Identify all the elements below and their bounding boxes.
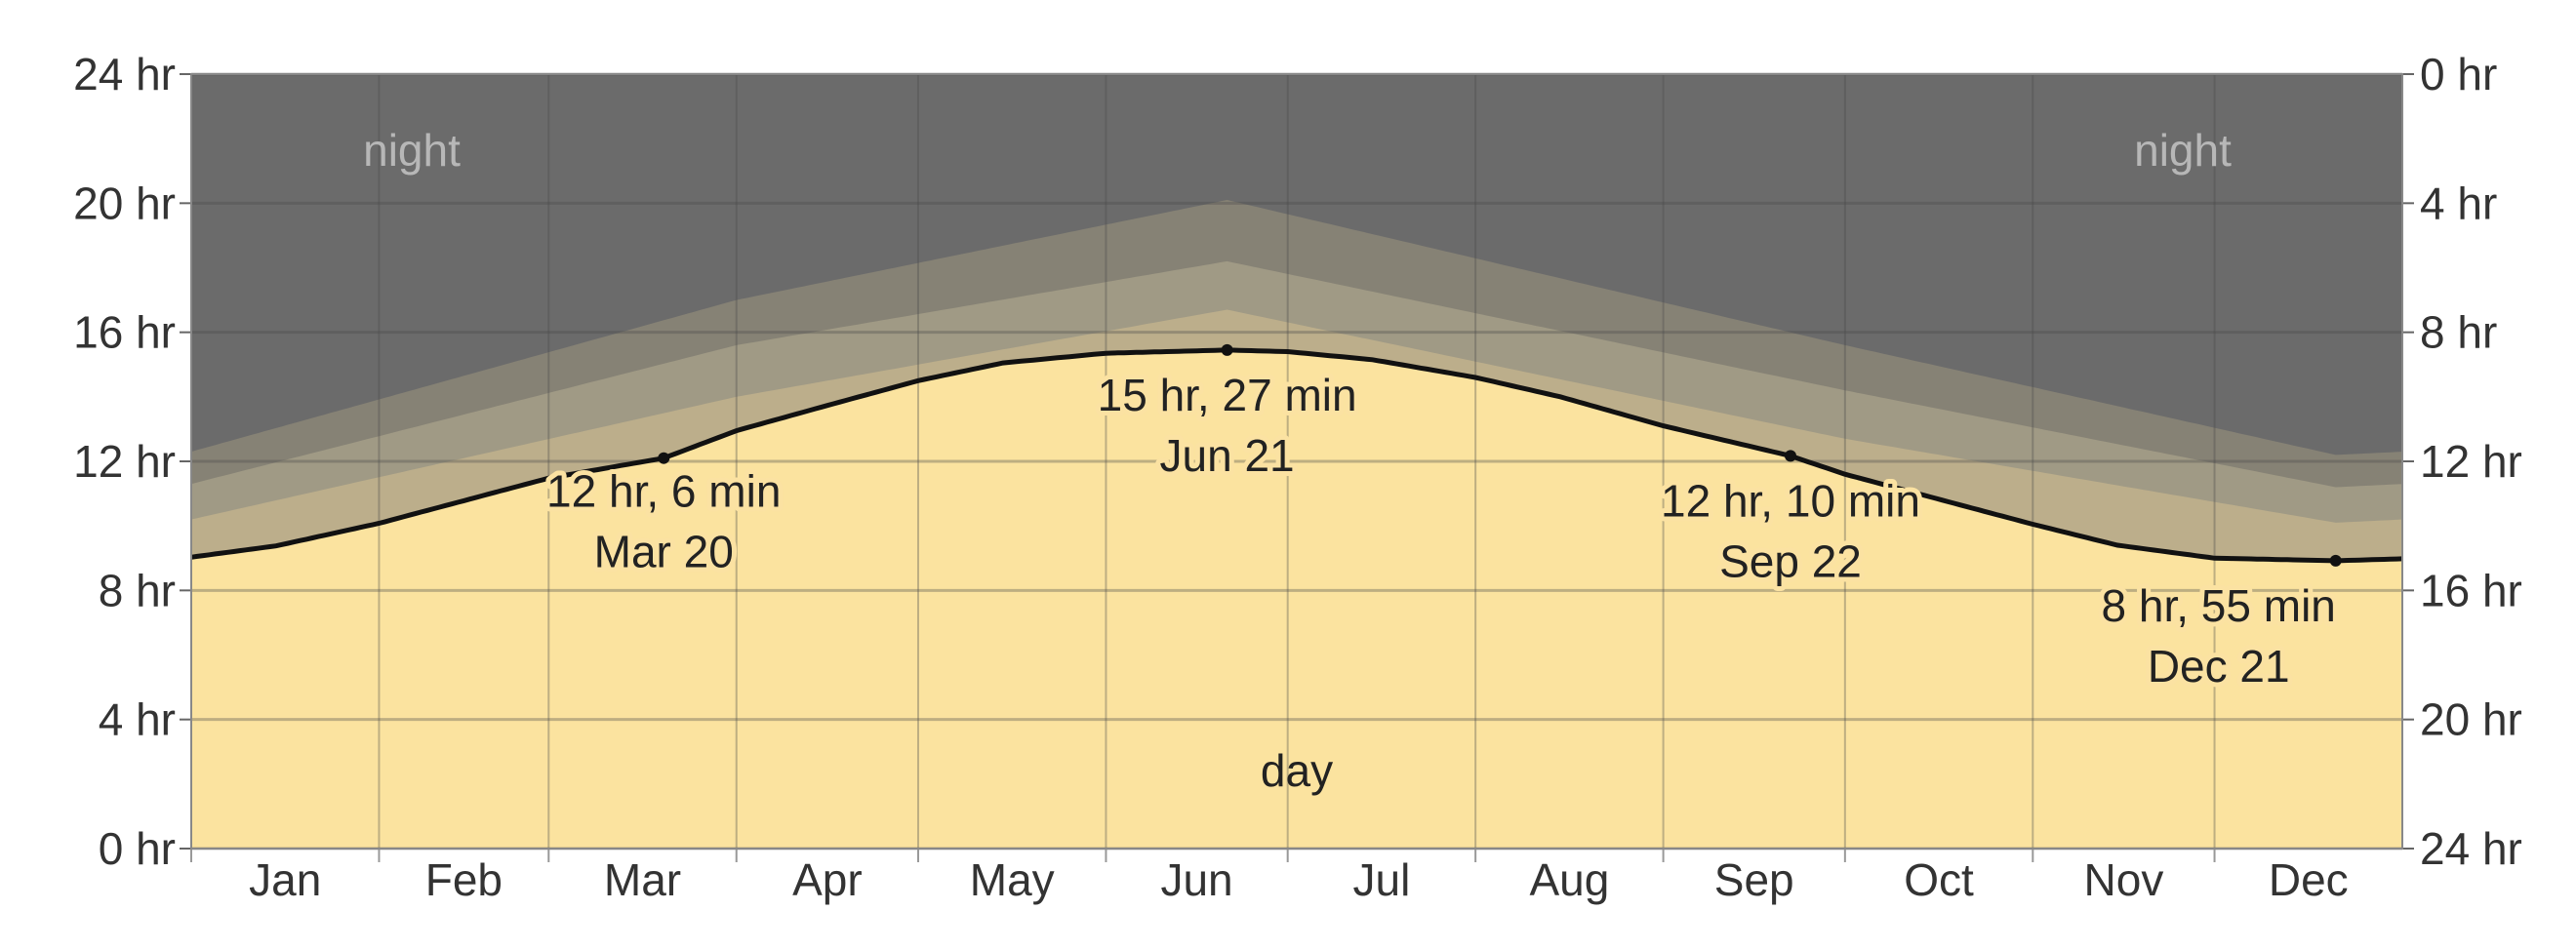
month-label: Sep [1714, 854, 1794, 905]
plot-border [190, 73, 2403, 850]
y-tick-label-right: 4 hr [2420, 178, 2497, 228]
month-label: Aug [1529, 854, 1609, 905]
annotation-duration: 12 hr, 6 min [546, 466, 781, 517]
annotation-duration: 15 hr, 27 min [1098, 370, 1357, 420]
annotation-date: Sep 22 [1719, 535, 1862, 586]
annotations: 12 hr, 6 min Mar 20 15 hr, 27 min Jun 21 12 … [542, 343, 2342, 696]
annotation-point [1221, 343, 1233, 356]
axis-ticks [180, 73, 2414, 862]
month-label: Oct [1904, 854, 1974, 905]
month-label: Mar [604, 854, 681, 905]
y-tick-label-left: 12 hr [73, 436, 176, 487]
daylight-line [190, 347, 2403, 564]
night-label-left: night [363, 125, 461, 176]
month-label: May [970, 854, 1055, 905]
axis-labels: 0 hr 24 hr 4 hr 20 hr 8 hr 16 hr 12 hr 12 hr 16 … [73, 49, 2522, 905]
y-tick-label-left: 4 hr [99, 694, 176, 745]
y-tick-label-right: 16 hr [2420, 565, 2522, 615]
month-label: Feb [425, 854, 503, 905]
y-tick-label-right: 24 hr [2420, 823, 2522, 874]
y-tick-label-left: 24 hr [73, 49, 176, 99]
month-label: Jan [249, 854, 321, 905]
annotation-duration: 8 hr, 55 min [2102, 580, 2336, 631]
annotation-point [1784, 450, 1796, 462]
daylight-curve-group [190, 347, 2403, 564]
y-tick-label-right: 8 hr [2420, 307, 2497, 358]
day-area [191, 349, 2402, 849]
y-tick-label-left: 20 hr [73, 178, 176, 228]
month-label: Nov [2084, 854, 2164, 905]
month-label: Apr [792, 854, 863, 905]
annotation-date: Jun 21 [1160, 430, 1295, 481]
annotation-point [658, 452, 670, 464]
y-tick-label-left: 8 hr [99, 565, 176, 615]
month-label: Jun [1160, 854, 1232, 905]
y-tick-label-right: 12 hr [2420, 436, 2522, 487]
annotation-duration: 12 hr, 10 min [1661, 475, 1920, 526]
night-label-right: night [2134, 125, 2232, 176]
annotation-date: Mar 20 [594, 527, 734, 577]
y-tick-label-right: 20 hr [2420, 694, 2522, 745]
annotation-date: Dec 21 [2148, 641, 2290, 692]
month-label: Jul [1353, 854, 1411, 905]
twilight-bands [191, 74, 2402, 849]
y-tick-label-right: 0 hr [2420, 49, 2497, 99]
day-label: day [1261, 745, 1333, 796]
y-tick-label-left: 0 hr [99, 823, 176, 874]
y-tick-label-left: 16 hr [73, 307, 176, 358]
annotation-point [2329, 554, 2342, 567]
month-label: Dec [2269, 854, 2349, 905]
